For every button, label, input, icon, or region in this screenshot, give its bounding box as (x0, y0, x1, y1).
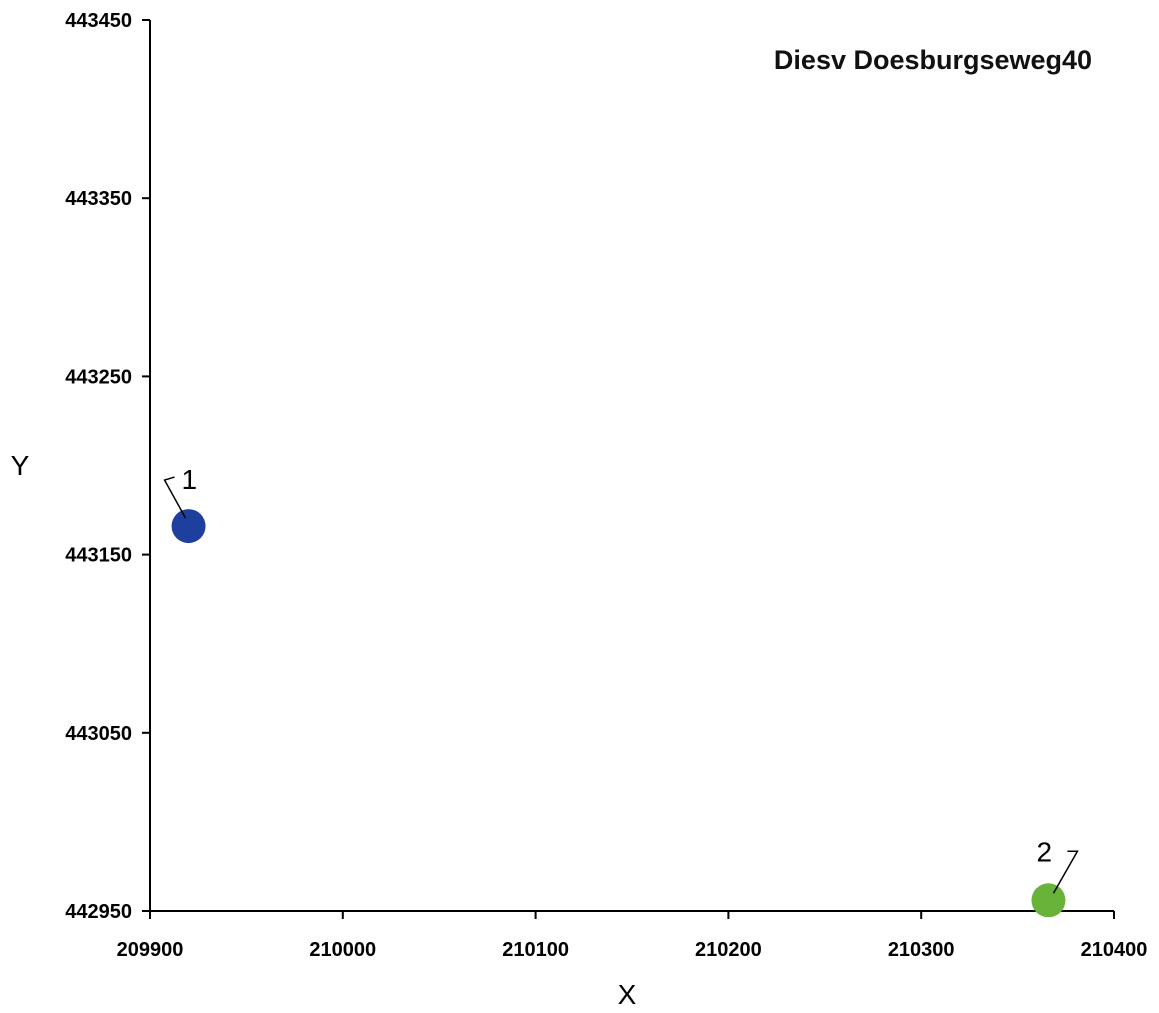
x-tick-label: 210000 (309, 939, 376, 961)
chart-title: Diesv Doesburgseweg40 (774, 45, 1092, 75)
x-tick-label: 210100 (502, 939, 569, 961)
y-axis-ticks: 442950 443050 443150 443250 443350 443450 (65, 10, 150, 923)
data-point-1 (171, 509, 206, 544)
data-point-2 (1031, 883, 1066, 918)
point-label-leader (1052, 850, 1079, 894)
y-tick-label: 443350 (65, 188, 132, 210)
x-axis-title: X (618, 979, 637, 1010)
point-label: 1 (182, 464, 198, 495)
x-tick-label: 209900 (117, 939, 184, 961)
x-axis-ticks: 209900 210000 210100 210200 210300 210400 (117, 911, 1148, 961)
point-label: 2 (1036, 836, 1052, 867)
x-tick-label: 210400 (1081, 939, 1148, 961)
y-tick-label: 443050 (65, 723, 132, 745)
y-tick-label: 443250 (65, 366, 132, 388)
x-tick-label: 210200 (695, 939, 762, 961)
y-tick-label: 443150 (65, 545, 132, 567)
data-points: 12 (163, 464, 1079, 918)
y-tick-label: 442950 (65, 901, 132, 923)
x-tick-label: 210300 (888, 939, 955, 961)
y-axis-title: Y (11, 450, 30, 481)
point-label-leader (163, 476, 187, 519)
y-tick-label: 443450 (65, 10, 132, 32)
